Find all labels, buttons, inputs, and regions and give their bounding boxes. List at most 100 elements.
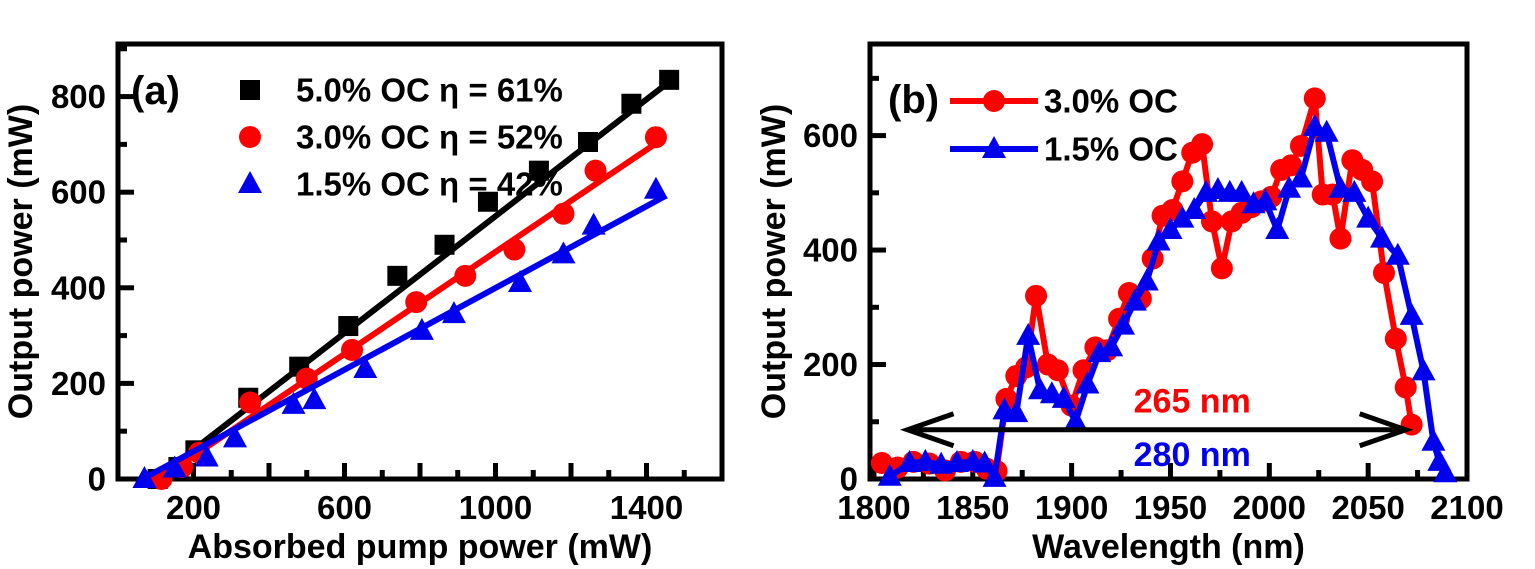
data-point — [528, 160, 549, 181]
data-point — [281, 391, 306, 414]
data-point — [353, 356, 378, 379]
arrowhead-left — [899, 411, 955, 449]
legend-label: 1.5% OC η = 42% — [296, 166, 563, 203]
x-tick-label: 1000 — [459, 489, 532, 526]
data-point — [1099, 334, 1124, 357]
legend-marker — [983, 90, 1005, 112]
legend: 3.0% OC 1.5% OC — [950, 83, 1178, 168]
x-tick-label: 1850 — [936, 489, 1009, 526]
data-point — [1433, 460, 1458, 483]
data-point — [162, 455, 187, 478]
data-point — [1063, 408, 1088, 431]
data-point — [194, 444, 219, 467]
series-1-5-oc-η-42- — [132, 176, 668, 488]
data-point — [1075, 371, 1100, 394]
y-axis-title: Output power (mW) — [755, 104, 793, 419]
data-point — [508, 270, 533, 293]
y-tick-label: 400 — [803, 232, 858, 269]
data-point — [409, 317, 434, 340]
arrowhead-right — [1358, 411, 1414, 449]
data-point — [1191, 133, 1214, 156]
legend-marker — [982, 136, 1006, 158]
data-point — [1328, 175, 1353, 198]
x-axis-title: Wavelength (nm) — [1032, 528, 1305, 566]
x-tick-label: 200 — [166, 489, 221, 526]
data-point — [1372, 261, 1395, 284]
data-point — [659, 69, 680, 90]
panel-label: (b) — [888, 78, 939, 122]
data-point — [441, 301, 466, 324]
data-point — [897, 449, 922, 472]
legend-label: 5.0% OC η = 61% — [296, 72, 563, 109]
data-point — [454, 264, 477, 287]
data-point — [584, 159, 607, 182]
data-point — [503, 238, 526, 261]
data-point — [621, 93, 642, 114]
legend-label: 1.5% OC — [1044, 131, 1178, 168]
data-point — [1280, 154, 1303, 177]
annotations: 265 nm 280 nm — [899, 383, 1414, 474]
data-point — [1111, 312, 1136, 335]
legend-marker — [240, 80, 260, 100]
x-tick-label: 1950 — [1134, 489, 1207, 526]
data-point — [1122, 288, 1147, 311]
x-tick-label: 600 — [317, 489, 372, 526]
legend-marker — [238, 171, 262, 193]
data-point — [1369, 225, 1394, 248]
data-point — [1314, 119, 1339, 142]
series-1-5-oc — [877, 113, 1458, 487]
data-point — [552, 202, 575, 225]
data-point — [1004, 400, 1029, 423]
x-axis-title: Absorbed pump power (mW) — [188, 528, 653, 566]
panel-a: 200 600 1000 1400 0 200 400 600 800 Absorbed pump… — [2, 41, 725, 566]
data-point — [1134, 268, 1159, 291]
x-tick-label: 2000 — [1233, 489, 1306, 526]
data-point — [1170, 205, 1195, 228]
data-point — [1277, 175, 1302, 198]
data-point — [1146, 228, 1171, 251]
data-point — [1288, 165, 1313, 188]
legend-label: 3.0% OC η = 52% — [296, 119, 563, 156]
data-point — [1342, 179, 1367, 202]
data-point — [1200, 210, 1223, 233]
data-point — [239, 391, 262, 414]
data-point — [1394, 376, 1417, 399]
data-point — [1361, 170, 1384, 193]
data-point — [1303, 87, 1326, 110]
y-tick-label: 600 — [803, 117, 858, 154]
y-tick-label: 0 — [840, 461, 858, 498]
data-point — [643, 176, 668, 199]
data-point — [972, 450, 997, 473]
y-tick-label: 600 — [51, 174, 106, 211]
data-point — [913, 448, 938, 471]
data-point — [434, 234, 455, 255]
legend-label: 3.0% OC — [1044, 83, 1178, 120]
data-point — [1356, 205, 1381, 228]
data-point — [1329, 227, 1352, 250]
data-point — [1384, 327, 1407, 350]
data-point — [1087, 340, 1112, 363]
data-point — [223, 425, 248, 448]
data-point — [477, 191, 498, 212]
data-point — [132, 466, 157, 488]
y-tick-label: 200 — [51, 365, 106, 402]
data-point — [302, 387, 327, 410]
x-tick-label: 2100 — [1430, 489, 1503, 526]
data-point — [1051, 385, 1076, 408]
panel-label: (a) — [131, 69, 180, 113]
x-tick-label: 2050 — [1331, 489, 1404, 526]
data-point — [405, 291, 428, 314]
data-point — [581, 212, 606, 235]
data-point — [877, 463, 902, 486]
legend-marker — [239, 126, 261, 148]
data-point — [338, 316, 359, 337]
data-point — [1016, 322, 1041, 345]
data-point — [1265, 217, 1290, 240]
tuning-range-label: 265 nm — [1134, 383, 1251, 421]
legend: 5.0% OC η = 61% 3.0% OC η = 52% 1.5% OC η … — [238, 72, 563, 203]
x-tick-label: 1400 — [610, 489, 683, 526]
y-tick-label: 200 — [803, 346, 858, 383]
data-point — [1158, 217, 1183, 240]
data-point — [1210, 257, 1233, 280]
data-point — [1399, 302, 1424, 325]
